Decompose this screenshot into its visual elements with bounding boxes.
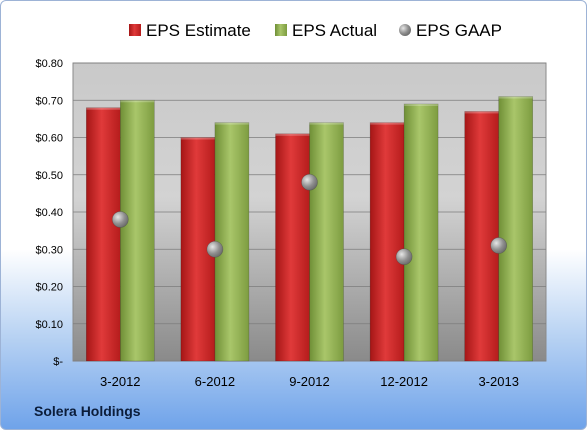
bar-cap	[86, 107, 121, 110]
bar-cap	[214, 122, 249, 125]
bar-eps-actual	[309, 122, 344, 362]
x-tick-label: 3-2012	[100, 374, 140, 389]
bar-cap	[275, 133, 310, 136]
legend-label: EPS Estimate	[146, 21, 251, 40]
y-tick-label: $0.50	[35, 170, 63, 182]
marker-eps-gaap	[206, 240, 224, 258]
y-tick-label: $0.60	[35, 133, 63, 145]
x-tick-label: 6-2012	[195, 374, 235, 389]
legend-label: EPS GAAP	[416, 21, 502, 40]
bar-eps-actual	[498, 96, 534, 362]
legend-label: EPS Actual	[292, 21, 377, 40]
legend-swatch-eps-actual	[275, 24, 287, 36]
bar-eps-estimate	[86, 107, 121, 362]
legend-swatch-eps-gaap	[399, 24, 411, 36]
y-tick-label: $0.70	[35, 95, 63, 107]
marker-eps-gaap	[490, 237, 508, 254]
legend-swatch-eps-estimate	[129, 24, 141, 36]
bar-eps-estimate	[464, 111, 500, 362]
bar-cap	[370, 122, 405, 125]
y-tick-label: $0.20	[35, 282, 63, 294]
x-tick-label: 9-2012	[289, 374, 329, 389]
bar-eps-actual	[214, 122, 250, 362]
bar-cap	[404, 103, 439, 106]
y-tick-label: $0.80	[35, 58, 63, 70]
y-tick-label: $0.30	[35, 244, 63, 256]
bar-cap	[309, 122, 344, 125]
bar-eps-estimate	[369, 122, 405, 362]
marker-eps-gaap	[112, 211, 129, 228]
bar-eps-estimate	[275, 133, 310, 362]
bar-eps-actual	[120, 99, 155, 362]
marker-eps-gaap	[301, 173, 318, 191]
bar-cap	[464, 111, 499, 114]
x-tick-label: 3-2013	[478, 374, 518, 389]
y-tick-label: $0.10	[35, 319, 63, 331]
bar-eps-actual	[403, 103, 439, 362]
y-tick-label: $-	[53, 356, 63, 368]
bar-cap	[120, 100, 155, 103]
y-tick-label: $0.40	[35, 207, 63, 219]
company-name: Solera Holdings	[34, 403, 141, 419]
x-tick-label: 12-2012	[380, 374, 428, 389]
marker-eps-gaap	[395, 248, 413, 265]
bar-cap	[498, 96, 533, 99]
bar-cap	[180, 137, 215, 140]
